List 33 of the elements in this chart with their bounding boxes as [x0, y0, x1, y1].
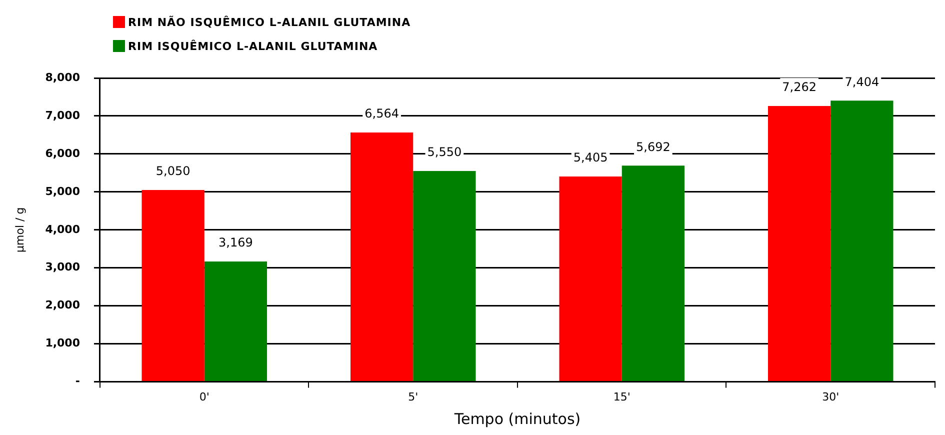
y-tick-label: 8,000 [45, 70, 80, 84]
y-tick-label: 1,000 [45, 336, 80, 350]
data-label: 5,550 [427, 145, 462, 160]
bar [830, 100, 894, 382]
bar [350, 132, 414, 382]
data-label: 5,050 [156, 164, 190, 178]
legend-label: RIM NÃO ISQUÊMICO L-ALANIL GLUTAMINA [128, 16, 411, 28]
bar [768, 106, 831, 382]
x-tick-label: 0' [199, 390, 210, 404]
bar [622, 166, 684, 382]
data-label: 5,405 [573, 150, 608, 165]
y-tick-label: 2,000 [45, 298, 80, 312]
data-label: 7,404 [844, 74, 880, 89]
legend-label: RIM ISQUÊMICO L-ALANIL GLUTAMINA [128, 40, 378, 52]
bar [559, 176, 622, 382]
x-tick-label: 5' [408, 390, 418, 404]
bar [413, 171, 476, 382]
bar [204, 261, 267, 382]
data-label: 3,169 [218, 236, 253, 250]
data-label: 6,564 [364, 106, 399, 121]
x-tick-label: 30' [822, 390, 840, 404]
y-tick-label: 3,000 [45, 260, 80, 274]
y-axis-title: µmol / g [13, 207, 26, 252]
y-tick-label: 5,000 [45, 184, 80, 198]
y-tick-label: 7,000 [45, 108, 80, 122]
data-label: 5,692 [636, 140, 670, 154]
data-label: 7,262 [782, 80, 816, 94]
y-tick-label: - [75, 374, 80, 388]
bar [142, 190, 204, 382]
x-axis-title: Tempo (minutos) [453, 410, 581, 428]
x-tick-label: 15' [613, 390, 630, 404]
y-tick-label: 6,000 [45, 146, 80, 160]
y-tick-label: 4,000 [45, 222, 80, 236]
